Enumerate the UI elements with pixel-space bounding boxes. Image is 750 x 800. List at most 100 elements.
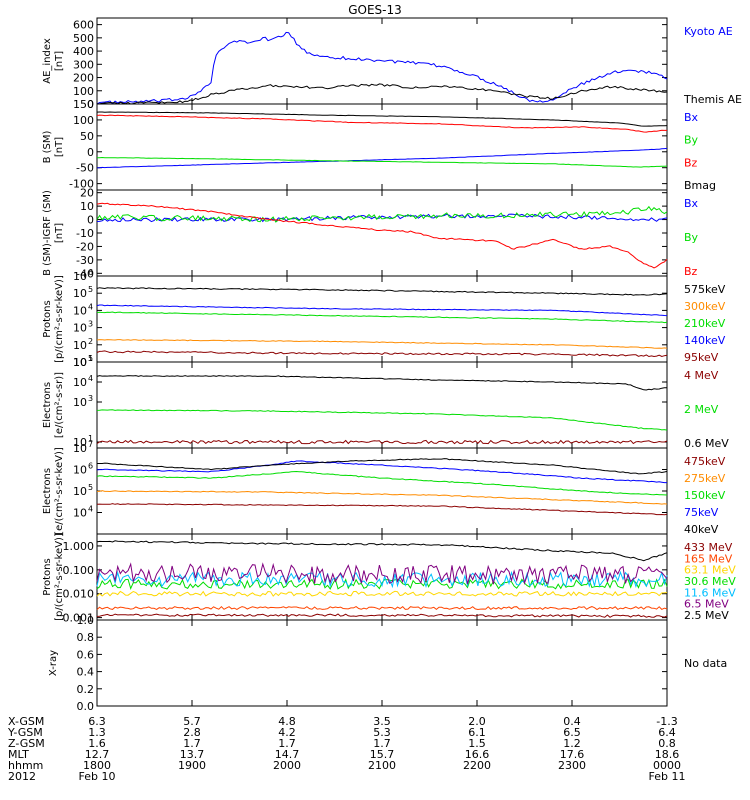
series-line xyxy=(96,287,668,296)
series-line xyxy=(96,205,668,223)
y-tick-label: 0.8 xyxy=(77,631,95,644)
ephemeris-value: 2200 xyxy=(463,759,491,772)
ephemeris-value: 6.1 xyxy=(468,726,486,739)
plot-title: GOES-13 xyxy=(348,3,402,17)
series-line xyxy=(97,156,668,168)
legend-label: Kyoto AE xyxy=(684,25,733,38)
ephemeris-value: 1800 xyxy=(83,759,111,772)
y-axis-label: AE_index xyxy=(42,38,53,84)
legend-label: 575keV xyxy=(684,283,726,296)
ephemeris-value: 14.7 xyxy=(275,748,300,761)
panel-8: 0.0 0.2 0.4 0.6 0.8 1.0 X-ray No data xyxy=(48,614,727,713)
ephemeris-value: 1.7 xyxy=(373,737,391,750)
legend-label: Bz xyxy=(684,156,698,169)
end-date-label: Feb 11 xyxy=(649,770,686,783)
panel-frame xyxy=(96,619,668,707)
legend-label: 140keV xyxy=(684,334,726,347)
y-axis-label: Protons xyxy=(42,558,53,595)
panel-7: 0.001 0.010 0.100 1.000 Protons [p/(cm²-s-sr-… xyxy=(42,533,736,625)
ephemeris-value: 1.7 xyxy=(278,737,296,750)
series-line xyxy=(96,213,668,223)
series-line xyxy=(96,339,668,349)
y-tick-label: 10 xyxy=(73,322,87,335)
y-tick-label: 500 xyxy=(73,32,94,45)
ephemeris-value: 18.6 xyxy=(655,748,680,761)
y-tick-label: 10 xyxy=(73,396,87,409)
y-tick-exponent: 2 xyxy=(88,337,93,346)
series-line xyxy=(96,613,668,618)
legend-label: 63.1 MeV xyxy=(684,564,736,577)
series-line xyxy=(96,562,668,585)
y-tick-label: 0 xyxy=(87,214,94,227)
y-tick-label: 10 xyxy=(73,304,87,317)
ephemeris-row-label: Z-GSM xyxy=(8,737,45,750)
series-line xyxy=(96,503,668,516)
legend-label: 95keV xyxy=(684,351,719,364)
legend-label: 4 MeV xyxy=(684,369,719,382)
legend-label: 6.5 MeV xyxy=(684,598,729,611)
ephemeris-value: 4.2 xyxy=(278,726,296,739)
y-axis-label: [nT] xyxy=(54,51,65,71)
x-axis-ephemeris: X-GSM 6.3 5.7 4.8 3.5 2.0 0.4 -1.3 Y-GSM 1.3 2.8 4.… xyxy=(7,715,685,783)
y-tick-label: 0.6 xyxy=(77,648,95,661)
ephemeris-value: 5.7 xyxy=(183,715,201,728)
ephemeris-value: 6.4 xyxy=(658,726,676,739)
series-line xyxy=(96,460,667,484)
y-tick-label: 10 xyxy=(73,339,87,352)
y-tick-label: 100 xyxy=(73,114,94,127)
y-tick-exponent: 1 xyxy=(88,434,93,443)
series-line xyxy=(97,458,668,475)
y-tick-label: 0 xyxy=(87,98,94,111)
y-tick-label: 10 xyxy=(73,442,87,455)
y-tick-label: 10 xyxy=(73,507,87,520)
legend-label: 165 MeV xyxy=(684,552,733,565)
legend-label: 2.5 MeV xyxy=(684,609,729,622)
ephemeris-row-label: hhmm xyxy=(8,759,43,772)
y-tick-label: 10 xyxy=(73,356,87,369)
ephemeris-value: 6.5 xyxy=(563,726,581,739)
start-date-label: Feb 10 xyxy=(79,770,116,783)
ephemeris-row-label: MLT xyxy=(8,748,29,761)
ephemeris-value: 15.7 xyxy=(370,748,395,761)
y-tick-label: 10 xyxy=(73,464,87,477)
panel-2: -100 -50 0 50 100 150 B (SM) [nT] Bx By Bz Bmag xyxy=(42,98,716,192)
y-tick-label: -50 xyxy=(76,162,94,175)
series-line xyxy=(96,409,668,431)
legend-label: By xyxy=(684,231,699,244)
y-tick-label: 200 xyxy=(73,72,94,85)
series-line xyxy=(96,304,668,317)
ephemeris-value: 2300 xyxy=(558,759,586,772)
ephemeris-value: 16.6 xyxy=(465,748,490,761)
series-line xyxy=(96,540,668,562)
y-tick-label: 1.0 xyxy=(77,614,95,627)
y-tick-label: 0.001 xyxy=(63,612,95,625)
legend-label: 150keV xyxy=(684,489,726,502)
series-line xyxy=(96,83,668,105)
ephemeris-value: 17.6 xyxy=(560,748,585,761)
ephemeris-value: -1.3 xyxy=(656,715,677,728)
y-tick-label: 10 xyxy=(73,436,87,449)
y-tick-label: -10 xyxy=(76,227,94,240)
legend-label: 0.6 MeV xyxy=(684,437,729,450)
y-axis-label: Protons xyxy=(42,300,53,337)
ephemeris-value: 0000 xyxy=(653,759,681,772)
y-tick-label: 10 xyxy=(73,485,87,498)
ephemeris-value: 1.7 xyxy=(183,737,201,750)
legend-label: 475keV xyxy=(684,455,726,468)
y-tick-label: 10 xyxy=(73,270,87,283)
y-tick-label: -40 xyxy=(76,267,94,280)
y-tick-exponent: 5 xyxy=(88,354,93,363)
y-axis-label: [p/(cm²-s-sr-keV)] xyxy=(54,275,65,363)
y-tick-label: 0.2 xyxy=(77,683,95,696)
y-tick-exponent: 6 xyxy=(88,268,93,277)
ephemeris-value: 6.3 xyxy=(88,715,106,728)
ephemeris-row-label: Y-GSM xyxy=(7,726,43,739)
y-tick-label: 0.010 xyxy=(63,588,95,601)
ephemeris-value: 2100 xyxy=(368,759,396,772)
y-tick-label: 600 xyxy=(73,19,94,32)
ephemeris-value: 1.6 xyxy=(88,737,106,750)
series-line xyxy=(96,114,667,133)
legend-label: Bmag xyxy=(684,179,716,192)
